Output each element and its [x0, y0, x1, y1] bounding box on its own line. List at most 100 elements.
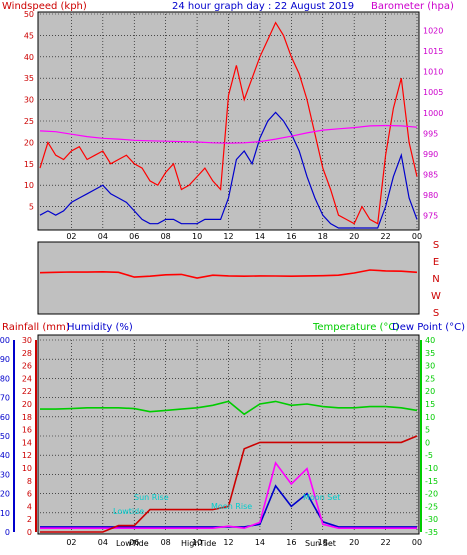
rain-tick-label: 4	[27, 502, 32, 511]
hour-tick-label: 20	[349, 538, 359, 547]
rain-tick-label: 28	[22, 349, 32, 358]
humidity-tick-label: 60	[0, 413, 10, 422]
temperature-tick-label: 30	[425, 362, 435, 371]
humidity-tick-label: 50	[0, 432, 10, 441]
temperature-tick-label: 20	[425, 387, 435, 396]
gust-line	[39, 21, 418, 225]
barometer-tick-label: 1020	[423, 26, 443, 35]
barometer-tick-label: 1000	[423, 109, 443, 118]
hour-tick-label: 22	[380, 538, 390, 547]
temperature-tick-label: -25	[425, 502, 438, 511]
hour-tick-label: 02	[66, 538, 76, 547]
annotation-lowtide: LowTide	[116, 539, 149, 548]
hour-tick-label: 10	[192, 232, 202, 241]
hour-tick-label: 04	[98, 232, 108, 241]
temperature-tick-label: 25	[425, 374, 435, 383]
barometer-line	[39, 124, 418, 144]
direction-label-n: N	[432, 274, 439, 285]
rain-tick-label: 2	[27, 515, 32, 524]
temperature-tick-label: -10	[425, 464, 438, 473]
hour-tick-label: 22	[380, 232, 390, 241]
hour-tick-label: 00	[412, 232, 422, 241]
windspeed-line	[39, 111, 418, 229]
direction-plot-area	[37, 241, 420, 315]
rainfall-line	[40, 435, 418, 533]
barometer-tick-label: 990	[423, 150, 438, 159]
humidity-tick-label: 30	[0, 470, 10, 479]
temperature-tick-label: 10	[425, 413, 435, 422]
hour-tick-label: 18	[318, 232, 328, 241]
rain-tick-label: 6	[27, 490, 32, 499]
rain-tick-label: 26	[22, 362, 32, 371]
humidity-tick-label: 80	[0, 374, 10, 383]
annotation-sun-rise: Sun Rise	[134, 493, 169, 502]
hour-tick-label: 12	[223, 538, 233, 547]
wind-tick-label: 15	[24, 160, 34, 169]
rain-tick-label: 16	[22, 426, 32, 435]
direction-label-s: S	[433, 240, 439, 251]
rain-tick-label: 18	[22, 413, 32, 422]
rain-tick-label: 20	[22, 400, 32, 409]
rain-tick-label: 0	[27, 528, 32, 537]
annotation-hightide: HighTide	[181, 539, 216, 548]
hour-tick-label: 06	[129, 538, 139, 547]
barometer-axis-label: Barometer (hpa)	[371, 1, 454, 12]
wind-tick-label: 10	[24, 181, 34, 190]
dewpoint-axis-label: Dew Point (°C)	[392, 322, 465, 333]
annotation-lowtide: Lowtide	[113, 507, 144, 516]
rain-tick-label: 22	[22, 387, 32, 396]
hour-tick-label: 08	[161, 538, 171, 547]
hour-tick-label: 02	[66, 232, 76, 241]
humidity-tick-label: 10	[0, 509, 10, 518]
rain-tick-label: 30	[22, 336, 32, 345]
rain-tick-label: 10	[22, 464, 32, 473]
humidity-tick-label: 0	[5, 528, 10, 537]
rain-tick-label: 12	[22, 451, 32, 460]
temperature-tick-label: -30	[425, 515, 438, 524]
hour-tick-label: 12	[223, 232, 233, 241]
chart-title: 24 hour graph day : 22 August 2019	[172, 1, 354, 12]
temperature-tick-label: 35	[425, 349, 435, 358]
barometer-tick-label: 1015	[423, 47, 443, 56]
humidity-tick-label: 90	[0, 355, 10, 364]
humidity-tick-label: 20	[0, 490, 10, 499]
hour-tick-label: 20	[349, 232, 359, 241]
temperature-tick-label: 5	[425, 426, 430, 435]
wind-tick-label: 20	[24, 138, 34, 147]
wind-tick-label: 35	[24, 74, 34, 83]
hour-tick-label: 16	[286, 232, 296, 241]
direction-label-w: W	[431, 291, 441, 302]
barometer-tick-label: 995	[423, 129, 438, 138]
rain-tick-label: 14	[22, 438, 32, 447]
barometer-tick-label: 1010	[423, 68, 443, 77]
direction-label-e: E	[433, 257, 439, 268]
annotation-moon-set: Moon Set	[303, 493, 340, 502]
hour-tick-label: 10	[192, 538, 202, 547]
temperature-tick-label: -15	[425, 477, 438, 486]
barometer-tick-label: 985	[423, 171, 438, 180]
rainfall-axis-label: Rainfall (mm)	[2, 322, 70, 333]
wind-tick-label: 45	[24, 31, 34, 40]
hour-tick-label: 00	[412, 538, 422, 547]
temperature-tick-label: 15	[425, 400, 435, 409]
wind-direction-line	[39, 269, 418, 279]
wind-tick-label: 25	[24, 117, 34, 126]
climate-plot-area	[37, 334, 420, 535]
humidity-line	[40, 461, 417, 530]
windspeed-axis-label: Windspeed (kph)	[2, 1, 87, 12]
barometer-tick-label: 975	[423, 212, 438, 221]
annotation-moon-rise: Moon Rise	[211, 502, 252, 511]
humidity-tick-label: 70	[0, 394, 10, 403]
temperature-tick-label: -35	[425, 528, 438, 537]
wind-tick-label: 30	[24, 96, 34, 105]
hour-tick-label: 04	[98, 538, 108, 547]
hour-tick-label: 14	[255, 538, 265, 547]
humidity-tick-label: 40	[0, 451, 10, 460]
temperature-tick-label: 0	[425, 438, 430, 447]
wind-tick-label: 5	[29, 203, 34, 212]
temperature-line	[40, 400, 418, 416]
rain-tick-label: 24	[22, 374, 32, 383]
direction-label-s: S	[433, 308, 439, 319]
wind-tick-label: 50	[24, 10, 34, 19]
